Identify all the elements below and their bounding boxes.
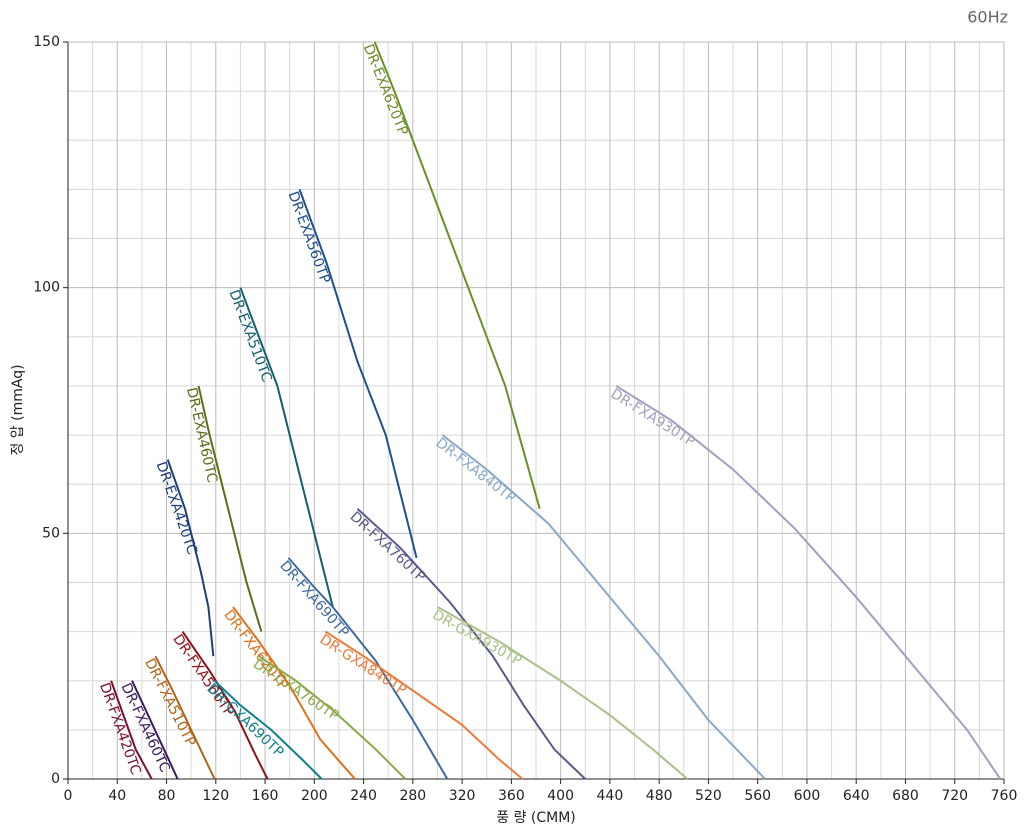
series-line [258,655,407,780]
x-tick-label: 160 [252,788,279,804]
series-label: DR-EXA620TP [360,42,411,138]
series-line [181,631,269,780]
x-tick-label: 280 [399,788,426,804]
x-tick-label: 0 [64,788,73,804]
x-tick-label: 760 [991,788,1018,804]
series-line [110,680,153,780]
series-line [213,680,323,780]
x-tick-label: 560 [744,788,771,804]
series-label: DR-GXA930TP [430,607,524,669]
y-axis-label: 정 압 (mmAq) [10,364,26,455]
x-tick-label: 40 [108,788,126,804]
x-tick-label: 320 [449,788,476,804]
x-tick-label: 360 [498,788,525,804]
series-line [436,606,689,780]
series-line [166,459,215,657]
x-tick-label: 640 [843,788,870,804]
x-tick-label: 120 [202,788,229,804]
y-tick-label: 0 [51,771,60,787]
x-tick-label: 200 [301,788,328,804]
x-tick-label: 400 [547,788,574,804]
y-tick-label: 50 [42,525,60,541]
x-tick-label: 80 [158,788,176,804]
series-label: DR-GXA840TP [317,632,409,699]
series-label: DR-EXA560TP [285,189,333,285]
x-tick-label: 440 [597,788,624,804]
series-line [232,606,356,780]
series-label: DR-FXA840TP [433,435,519,506]
x-tick-label: 600 [794,788,821,804]
corner-label: 60Hz [967,8,1008,27]
series-line [324,630,524,780]
series-line [287,557,449,780]
x-axis-label: 풍 량 (CMM) [496,810,576,826]
series-line [197,385,263,632]
series-line [239,287,334,608]
series-line [131,680,179,780]
y-tick-label: 150 [33,34,60,50]
series-line [441,434,766,780]
series-line [373,41,541,510]
x-tick-label: 240 [350,788,377,804]
series-label: DR-EXA510TC [225,288,274,385]
x-tick-label: 520 [695,788,722,804]
series-line [356,508,586,780]
series-label: DR-EXA420TC [153,460,200,557]
series-line [615,385,1002,780]
series-label: DR-GXA760TP [250,656,342,724]
x-tick-label: 720 [941,788,968,804]
series-label: DR-FXA760TP [347,509,429,585]
series-line [298,189,418,559]
series-line [154,655,216,780]
x-tick-label: 680 [892,788,919,804]
x-tick-label: 480 [646,788,673,804]
y-tick-label: 100 [33,280,60,296]
